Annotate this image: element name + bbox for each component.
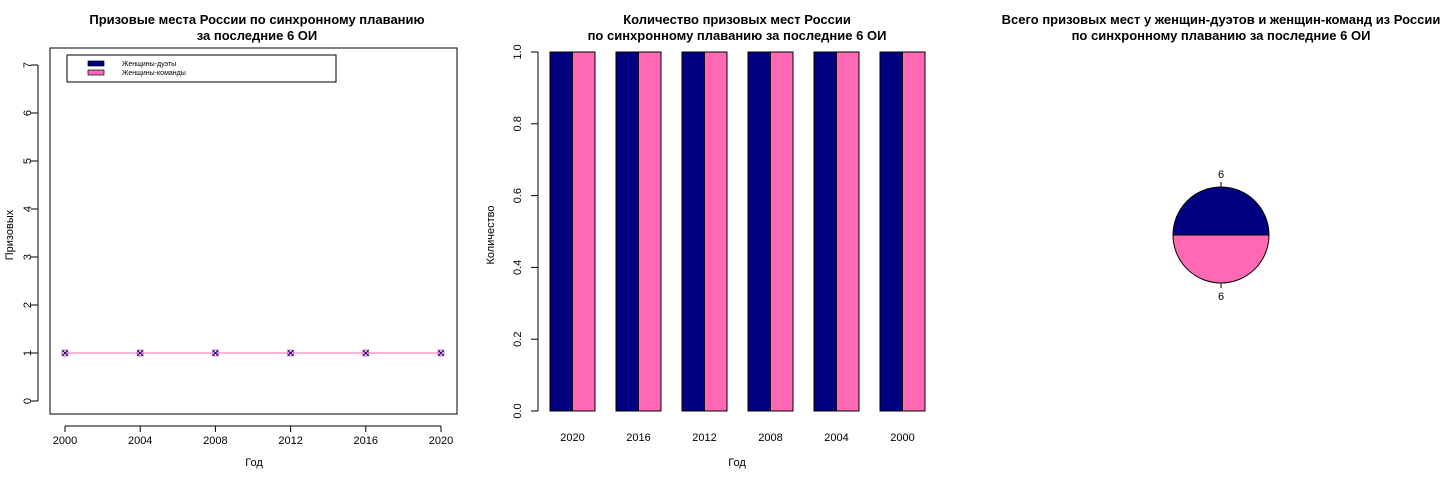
line-chart-title-line1: Призовые места России по синхронному пла… xyxy=(89,12,424,27)
bar xyxy=(836,51,860,412)
line-chart-y-axis: 0 1 2 3 4 5 6 7 xyxy=(22,62,39,404)
data-point-cross xyxy=(362,349,370,357)
y-tick-label: 1.0 xyxy=(512,44,524,59)
bar xyxy=(549,51,573,412)
y-tick-label: 5 xyxy=(22,158,34,164)
pie-chart-slices: 66 xyxy=(1172,169,1270,303)
y-tick-label: 0.2 xyxy=(512,332,524,347)
pie-slice-label: 6 xyxy=(1218,291,1224,303)
bar xyxy=(681,51,705,412)
bar xyxy=(704,51,728,412)
data-point xyxy=(211,349,219,357)
bar-chart-x-tick-labels: 2020 2016 2012 2008 2004 2000 xyxy=(560,432,914,444)
y-tick-label: 2 xyxy=(22,302,34,308)
y-tick-label: 1 xyxy=(22,350,34,356)
bar xyxy=(572,51,596,412)
x-tick-label: 2012 xyxy=(692,432,716,444)
pie-slice xyxy=(1172,186,1270,236)
x-tick-label: 2004 xyxy=(824,432,848,444)
data-point-cross xyxy=(61,349,69,357)
y-tick-label: 4 xyxy=(22,206,34,212)
data-point xyxy=(136,349,144,357)
bar xyxy=(638,51,662,412)
data-point-cross xyxy=(136,349,144,357)
pie-slice-label: 6 xyxy=(1218,169,1224,181)
x-tick-label: 2000 xyxy=(890,432,914,444)
line-chart-y-label: Призовых xyxy=(4,209,16,260)
pie-chart: Всего призовых мест у женщин-дуэтов и же… xyxy=(1002,12,1441,303)
bar-chart-y-label: Количество xyxy=(485,205,497,264)
data-point xyxy=(437,349,445,357)
y-tick-label: 0.4 xyxy=(512,260,524,275)
line-chart-x-axis: 2000 2004 2008 2012 2016 2020 xyxy=(53,425,453,447)
pie-chart-title-line1: Всего призовых мест у женщин-дуэтов и же… xyxy=(1002,12,1441,27)
y-tick-label: 0.6 xyxy=(512,188,524,203)
bar xyxy=(770,51,794,412)
x-tick-label: 2004 xyxy=(128,435,152,447)
line-chart: Призовые места России по синхронному пла… xyxy=(4,12,458,469)
data-point xyxy=(287,349,295,357)
legend-label-team: Женщины-команды xyxy=(122,70,186,77)
bar xyxy=(902,51,926,412)
bar xyxy=(813,51,837,412)
y-tick-label: 0 xyxy=(22,398,34,404)
bar-chart-x-label: Год xyxy=(728,457,746,469)
data-point-cross xyxy=(287,349,294,357)
legend-label-duet: Женщины-дуэты xyxy=(122,61,176,68)
y-tick-label: 0.0 xyxy=(512,403,524,418)
pie-slice xyxy=(1172,234,1270,284)
bar-chart: Количество призовых мест России по синхр… xyxy=(485,12,926,469)
bar-chart-y-axis: 0.0 0.2 0.4 0.6 0.8 1.0 xyxy=(512,44,539,419)
bar-chart-title-line1: Количество призовых мест России xyxy=(623,12,851,27)
legend-box xyxy=(66,54,337,83)
pie-chart-title-line2: по синхронному плаванию за последние 6 О… xyxy=(1072,28,1371,43)
bar xyxy=(615,51,639,412)
x-tick-label: 2008 xyxy=(758,432,782,444)
data-point-cross xyxy=(212,349,219,357)
legend-swatch-team xyxy=(87,69,105,76)
line-chart-plot-frame xyxy=(49,47,458,415)
legend-swatch-duet xyxy=(87,60,105,67)
line-chart-legend: Женщины-дуэты Женщины-команды xyxy=(66,54,337,83)
bar-chart-title-line2: по синхронному плаванию за последние 6 О… xyxy=(588,28,887,43)
data-point xyxy=(61,349,69,357)
x-tick-label: 2016 xyxy=(626,432,650,444)
bar-chart-bars xyxy=(549,51,926,412)
data-point xyxy=(362,349,370,357)
x-tick-label: 2020 xyxy=(560,432,584,444)
x-tick-label: 2016 xyxy=(354,435,378,447)
x-tick-label: 2012 xyxy=(278,435,302,447)
x-tick-label: 2000 xyxy=(53,435,77,447)
y-tick-label: 6 xyxy=(22,110,34,116)
line-chart-series xyxy=(61,349,445,357)
data-point-cross xyxy=(437,349,445,357)
y-tick-label: 0.8 xyxy=(512,116,524,131)
y-tick-label: 3 xyxy=(22,254,34,260)
bar xyxy=(747,51,771,412)
bar xyxy=(879,51,903,412)
line-chart-x-label: Год xyxy=(245,457,263,469)
x-tick-label: 2008 xyxy=(203,435,227,447)
x-tick-label: 2020 xyxy=(429,435,453,447)
y-tick-label: 7 xyxy=(22,62,34,68)
line-chart-title-line2: за последние 6 ОИ xyxy=(197,28,318,43)
